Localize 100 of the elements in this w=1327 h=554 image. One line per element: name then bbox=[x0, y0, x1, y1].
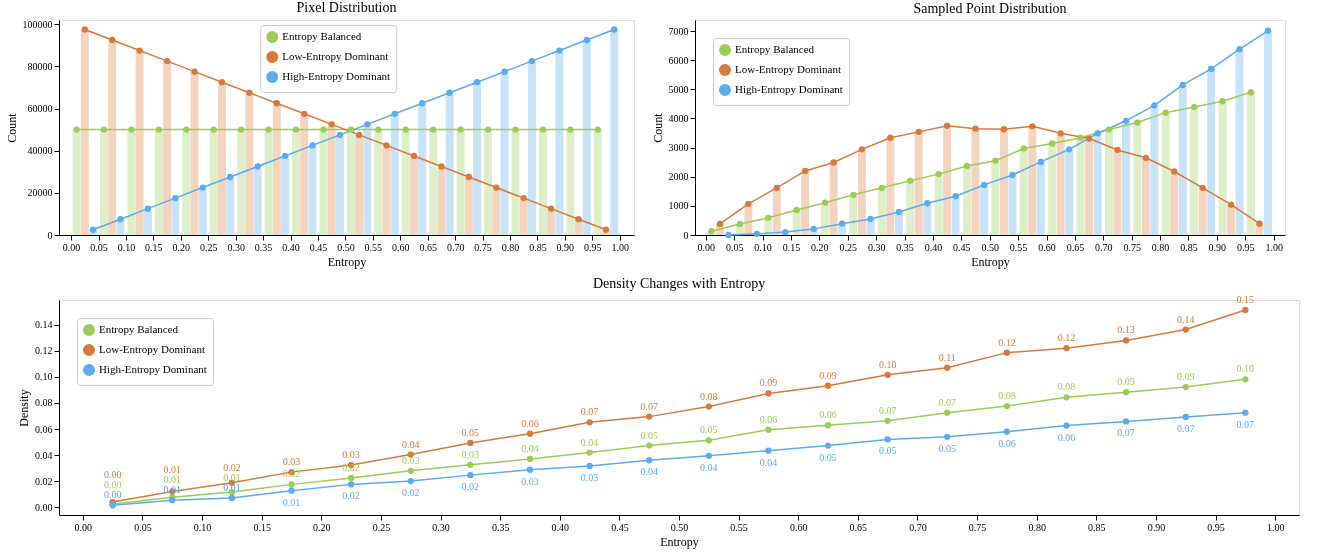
y-axis-title: Density bbox=[17, 389, 31, 427]
x-tick-label: 0.45 bbox=[611, 521, 629, 533]
y-tick-label: 6000 bbox=[668, 54, 689, 66]
data-label: 0.07 bbox=[640, 400, 658, 412]
x-tick-label: 0.30 bbox=[227, 241, 245, 253]
data-label: 0.06 bbox=[1057, 431, 1076, 443]
x-tick-label: 0.15 bbox=[253, 521, 271, 533]
data-label: 0.07 bbox=[1236, 418, 1255, 430]
data-label: 0.01 bbox=[282, 496, 301, 508]
data-label: 0.02 bbox=[223, 461, 241, 473]
x-tick-label: 0.25 bbox=[372, 521, 391, 533]
x-tick-label: 0.55 bbox=[1009, 241, 1028, 253]
data-label: 0.06 bbox=[819, 409, 837, 421]
x-tick-label: 0.95 bbox=[1207, 521, 1225, 533]
x-tick-label: 0.35 bbox=[491, 521, 510, 533]
legend-label: Low-Entropy Dominant bbox=[99, 343, 206, 355]
x-tick-label: 0.40 bbox=[924, 241, 943, 253]
x-tick-label: 0.35 bbox=[254, 241, 273, 253]
data-label: 0.05 bbox=[878, 445, 897, 457]
data-label: 0.11 bbox=[938, 351, 956, 363]
y-tick-label: 0.02 bbox=[35, 475, 53, 487]
x-tick-label: 0.90 bbox=[1147, 521, 1166, 533]
x-tick-label: 0.60 bbox=[1038, 241, 1056, 253]
x-tick-label: 0.10 bbox=[193, 521, 212, 533]
chart-title: Sampled Point Distribution bbox=[913, 1, 1067, 16]
data-label: 0.10 bbox=[1236, 363, 1255, 375]
data-label: 0.06 bbox=[521, 417, 539, 429]
y-tick-label: 3000 bbox=[668, 142, 689, 154]
data-label: 0.04 bbox=[580, 436, 599, 448]
x-tick-label: 0.25 bbox=[839, 241, 857, 253]
x-tick-label: 0.20 bbox=[313, 521, 331, 533]
x-tick-label: 0.35 bbox=[896, 241, 914, 253]
x-tick-label: 1.00 bbox=[1265, 241, 1283, 253]
y-tick-label: 40000 bbox=[27, 145, 53, 157]
data-label: 0.13 bbox=[1117, 324, 1135, 336]
data-label: 0.05 bbox=[461, 426, 480, 438]
data-label: 0.03 bbox=[401, 454, 420, 466]
chart-title: Pixel Distribution bbox=[296, 0, 397, 16]
y-tick-label: 2000 bbox=[668, 171, 689, 183]
chart-title: Density Changes with Entropy bbox=[592, 276, 766, 292]
data-label: 0.12 bbox=[1057, 332, 1076, 344]
x-tick-label: 0.15 bbox=[782, 241, 801, 253]
y-tick-label: 0.12 bbox=[35, 345, 53, 357]
data-label: 0.14 bbox=[1176, 313, 1195, 325]
y-tick-label: 0 bbox=[683, 229, 689, 241]
data-label: 0.03 bbox=[342, 449, 360, 461]
x-tick-label: 0.95 bbox=[1237, 241, 1255, 253]
data-label: 0.12 bbox=[998, 336, 1016, 348]
x-tick-label: 0.70 bbox=[1095, 241, 1113, 253]
x-tick-label: 0.65 bbox=[849, 521, 868, 533]
y-tick-label: 5000 bbox=[668, 83, 689, 95]
x-tick-label: 0.00 bbox=[74, 521, 93, 533]
x-tick-label: 0.30 bbox=[867, 241, 886, 253]
x-tick-label: 0.05 bbox=[134, 521, 152, 533]
y-tick-label: 7000 bbox=[668, 25, 689, 37]
x-tick-label: 0.80 bbox=[1151, 241, 1170, 253]
data-label: 0.00 bbox=[103, 489, 122, 501]
data-label: 0.04 bbox=[759, 456, 778, 468]
data-label: 0.05 bbox=[700, 424, 718, 436]
y-axis-title: Count bbox=[650, 112, 665, 143]
x-tick-label: 0.90 bbox=[1208, 241, 1227, 253]
y-tick-label: 0 bbox=[47, 229, 53, 241]
x-tick-label: 0.45 bbox=[953, 241, 971, 253]
y-tick-label: 0.14 bbox=[35, 319, 53, 331]
data-label: 0.07 bbox=[1176, 422, 1195, 434]
x-tick-label: 1.00 bbox=[611, 241, 629, 253]
x-tick-label: 0.30 bbox=[432, 521, 450, 533]
data-label: 0.09 bbox=[1117, 376, 1135, 388]
legend-label: Entropy Balanced bbox=[282, 30, 362, 42]
x-tick-label: 0.15 bbox=[145, 241, 163, 253]
data-label: 0.03 bbox=[282, 456, 301, 468]
y-tick-label: 4000 bbox=[668, 112, 689, 124]
x-tick-label: 0.70 bbox=[446, 241, 465, 253]
y-tick-label: 1000 bbox=[668, 200, 689, 212]
legend-label: High-Entropy Dominant bbox=[99, 363, 207, 375]
x-tick-label: 0.85 bbox=[529, 241, 547, 253]
x-tick-label: 0.20 bbox=[811, 241, 829, 253]
legend-label: High-Entropy Dominant bbox=[735, 83, 843, 95]
x-tick-label: 0.50 bbox=[337, 241, 355, 253]
data-label: 0.04 bbox=[640, 466, 658, 478]
y-tick-label: 100000 bbox=[22, 18, 53, 30]
y-tick-label: 0.00 bbox=[35, 501, 53, 513]
data-label: 0.04 bbox=[401, 438, 420, 450]
x-tick-label: 0.80 bbox=[501, 241, 520, 253]
data-label: 0.04 bbox=[521, 442, 539, 454]
y-tick-label: 0.04 bbox=[35, 449, 53, 461]
x-tick-label: 0.25 bbox=[199, 241, 218, 253]
data-label: 0.01 bbox=[163, 464, 182, 476]
y-tick-label: 0.08 bbox=[35, 397, 53, 409]
data-label: 0.06 bbox=[998, 437, 1016, 449]
legend-label: Entropy Balanced bbox=[735, 43, 815, 55]
x-tick-label: 0.10 bbox=[754, 241, 772, 253]
data-label: 0.09 bbox=[759, 377, 778, 389]
data-label: 0.07 bbox=[1117, 427, 1135, 439]
legend-label: Low-Entropy Dominant bbox=[282, 50, 389, 62]
x-tick-label: 0.20 bbox=[172, 241, 191, 253]
x-tick-label: 0.40 bbox=[282, 241, 300, 253]
data-label: 0.01 bbox=[223, 481, 241, 493]
data-label: 0.00 bbox=[103, 469, 122, 481]
x-tick-label: 0.80 bbox=[1028, 521, 1046, 533]
